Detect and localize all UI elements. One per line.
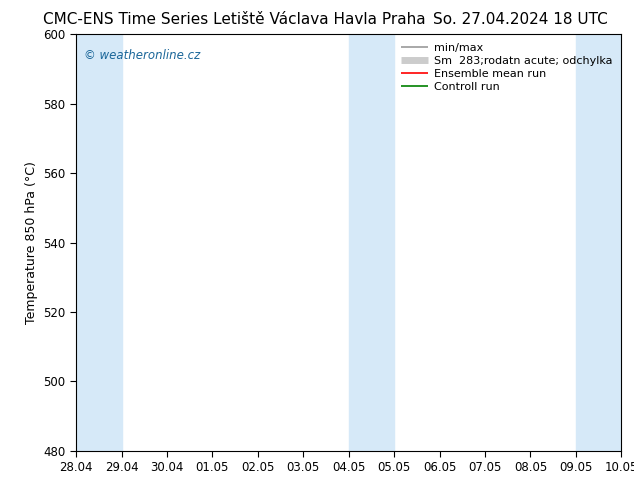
Text: © weatheronline.cz: © weatheronline.cz	[84, 49, 200, 62]
Bar	[576, 34, 621, 451]
Legend: min/max, Sm  283;rodatn acute; odchylka, Ensemble mean run, Controll run: min/max, Sm 283;rodatn acute; odchylka, …	[398, 40, 616, 95]
Y-axis label: Temperature 850 hPa (°C): Temperature 850 hPa (°C)	[25, 161, 38, 324]
Text: So. 27.04.2024 18 UTC: So. 27.04.2024 18 UTC	[432, 12, 607, 27]
Bar	[349, 34, 394, 451]
Bar	[76, 34, 122, 451]
Text: CMC-ENS Time Series Letiště Václava Havla Praha: CMC-ENS Time Series Letiště Václava Havl…	[43, 12, 426, 27]
